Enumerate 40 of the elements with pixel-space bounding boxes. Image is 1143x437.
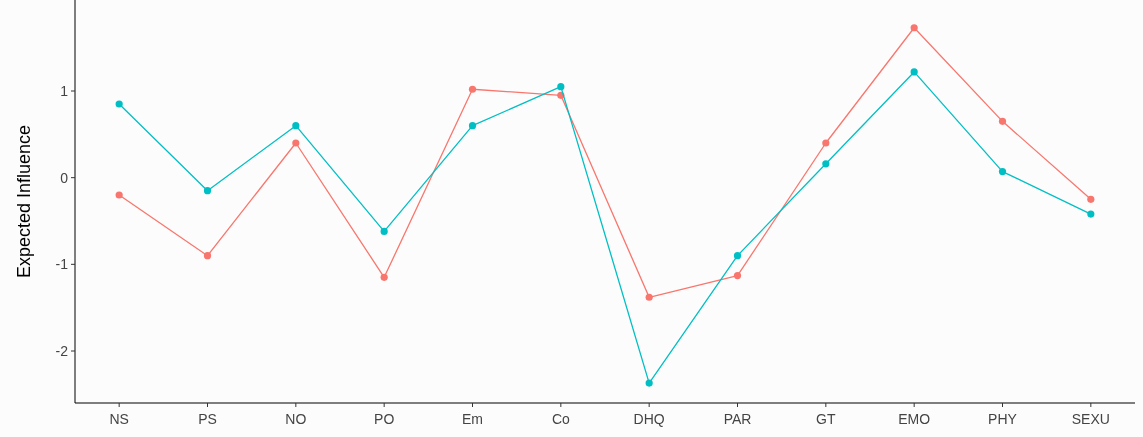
- point: [557, 83, 565, 91]
- x-tick-label: PO: [374, 411, 395, 427]
- x-tick-label: NO: [285, 411, 307, 427]
- x-tick-label: Co: [551, 411, 570, 427]
- y-tick-label: -2: [55, 342, 69, 359]
- point: [292, 122, 300, 130]
- x-tick-label: PAR: [723, 411, 752, 427]
- point: [1087, 210, 1095, 218]
- x-tick-label: DHQ: [633, 411, 665, 427]
- x-tick-label: NS: [109, 411, 129, 427]
- point: [115, 191, 123, 199]
- point: [292, 139, 300, 147]
- point: [645, 379, 653, 387]
- point: [203, 252, 212, 260]
- point: [468, 85, 477, 93]
- y-tick-label: 0: [60, 169, 69, 186]
- x-tick-label: Em: [462, 411, 483, 427]
- y-tick-label: 1: [60, 82, 69, 99]
- point: [468, 122, 477, 130]
- point: [910, 24, 918, 32]
- point: [822, 160, 830, 168]
- point: [380, 273, 388, 281]
- x-tick-label: PHY: [988, 411, 1018, 427]
- point: [910, 68, 918, 76]
- point: [998, 168, 1007, 176]
- point: [998, 117, 1007, 125]
- point: [822, 139, 830, 147]
- x-tick-label: GT: [816, 411, 836, 427]
- point: [733, 252, 742, 260]
- point: [203, 187, 212, 195]
- point: [733, 272, 742, 280]
- point: [645, 293, 653, 301]
- point: [115, 100, 123, 108]
- x-tick-label: EMO: [898, 411, 931, 427]
- x-tick-label: PS: [198, 411, 217, 427]
- y-axis-title: Expected Influence: [14, 124, 34, 279]
- x-tick-label: SEXU: [1071, 411, 1110, 427]
- point: [1087, 195, 1095, 203]
- y-tick-label: -1: [55, 256, 69, 273]
- point: [380, 227, 388, 235]
